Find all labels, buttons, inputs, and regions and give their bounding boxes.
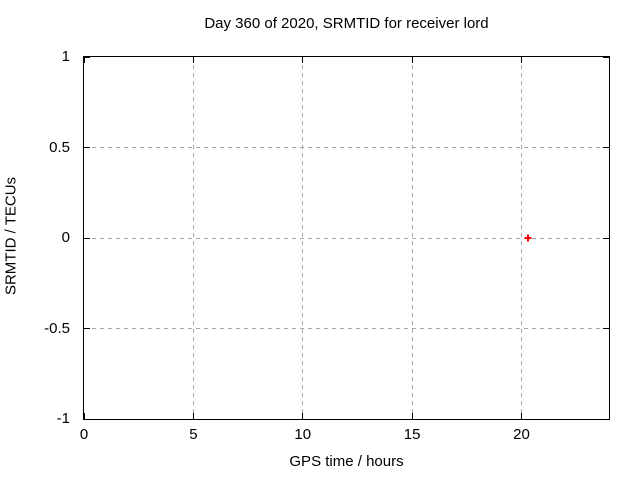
x-tick-label: 20 [513,426,530,443]
x-tick-mirror [83,57,85,63]
y-tick [84,56,90,58]
x-tick [521,413,522,419]
y-tick [84,237,90,239]
y-tick-label: -0.5 [44,319,70,337]
plot-area: 0 5 10 15 20 1 0.5 0 -0.5 -1 [44,49,610,443]
x-tick-label: 10 [294,426,312,443]
y-tick-mirror [603,418,609,420]
h-gridline [84,328,609,329]
h-gridline [84,147,609,148]
x-tick-label: 5 [189,426,198,443]
y-tick-label: 1 [61,48,70,65]
chart-title: Day 360 of 2020, SRMTID for receiver lor… [204,15,489,32]
y-tick [84,147,90,148]
y-tick-label: 0.5 [49,138,70,156]
x-tick-mirror [192,57,194,63]
x-tick [411,413,413,419]
x-tick [192,413,194,419]
marker-plus-vbar [527,234,530,242]
y-tick [84,328,90,329]
y-tick-mirror [603,237,609,239]
x-tick-mirror [302,57,304,63]
y-tick [84,418,90,420]
y-tick-mirror [603,328,609,329]
y-tick-label: -1 [56,410,70,427]
x-tick-mirror [521,57,522,63]
h-gridline [84,237,609,239]
x-axis-label: GPS time / hours [289,453,404,470]
x-tick [83,413,85,419]
x-tick [302,413,304,419]
y-tick-mirror [603,56,609,58]
y-tick-label: 0 [61,229,70,246]
y-tick-mirror [603,147,609,148]
x-tick-label: 0 [79,426,89,443]
x-tick-mirror [411,57,413,63]
x-tick-label: 15 [403,426,421,443]
